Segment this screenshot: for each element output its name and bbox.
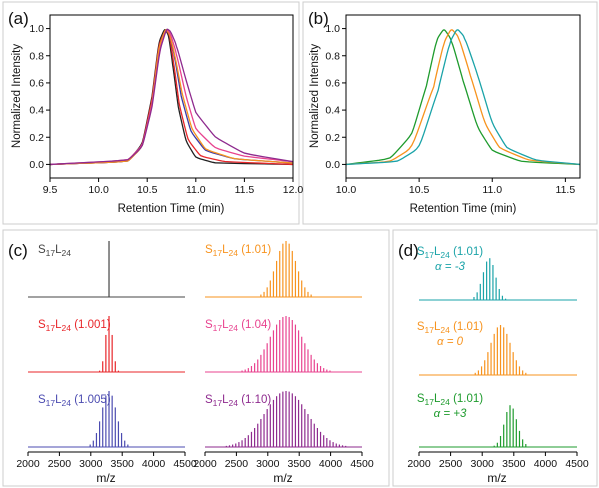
panel-a-y-axis-title: Normalized Intensity — [11, 44, 23, 148]
panel-d-alpha-label-0: α = -3 — [435, 261, 465, 273]
panel-d-alpha-label-2: α = +3 — [434, 408, 467, 420]
panel-d-series-label-2: S17L24 (1.01) — [417, 393, 483, 407]
panel-b-chart: 10.0 10.5 11.0 11.5 0.0 0.2 0.4 0.6 0.8 1.0 Reten… — [309, 14, 581, 215]
panel-a-x-tick-label-1: 10.0 — [88, 184, 109, 196]
panel-d-x-tick-label-5: 4500 — [565, 458, 589, 470]
panel-b-x-axis-title: Retention Time (min) — [410, 203, 517, 215]
panel-b-series-line-2 — [345, 29, 581, 166]
panel-b-plot-frame — [345, 14, 581, 179]
panel-b-frame — [302, 1, 598, 225]
panel-c-right-x-tick-label-1: 2500 — [225, 458, 249, 470]
panel-c-right-x-tick-label-4: 4000 — [319, 458, 343, 470]
panel-b-x-tick-label-3: 11.5 — [556, 184, 576, 196]
panel-c-x-axis-title-left: m/z — [96, 471, 115, 485]
panel-d-x-tick-label-4: 4000 — [534, 458, 558, 470]
panel-a-y-tick-label-0: 0.0 — [29, 159, 44, 171]
panel-a-series-line-5 — [49, 28, 294, 166]
panel-c-chart: S17L24 S17L24 (1.001) S17L24 (1.005) S17L24… — [16, 241, 374, 485]
panel-d-x-tick-label-1: 2500 — [439, 458, 463, 470]
panel-c-right-x-tick-label-5: 4500 — [350, 458, 374, 470]
panel-d-x-axis-title: m/z — [487, 471, 506, 485]
panel-c-right-x-tick-label-3: 3500 — [288, 458, 312, 470]
panel-b-y-tick-label-3: 0.6 — [325, 77, 340, 89]
panel-a-x-tick-label-2: 10.5 — [137, 184, 158, 196]
panel-c-series-label-3: S17L24 (1.01) — [205, 244, 271, 258]
panel-c-frame — [2, 229, 390, 487]
panel-a-x-tick-label-5: 12.0 — [283, 184, 304, 196]
panel-c-x-axis-title-right: m/z — [273, 471, 292, 485]
panel-c-letter: (c) — [8, 241, 28, 260]
panel-a-chart: 9.5 10.0 10.5 11.0 11.5 12.0 0.0 0.2 0.4 0.6 0.8 1.… — [11, 14, 304, 215]
panel-b-y-tick-label-2: 0.4 — [325, 105, 340, 117]
panel-c-left-x-tick-label-0: 2000 — [16, 458, 40, 470]
panel-c-series-label-5: S17L24 (1.10) — [205, 394, 271, 408]
panel-b-x-tick-label-0: 10.0 — [336, 184, 357, 196]
panel-a-x-tick-label-3: 11.0 — [186, 184, 206, 196]
panel-c-series-label-4: S17L24 (1.04) — [205, 319, 271, 333]
panel-a-x-axis-title: Retention Time (min) — [118, 203, 225, 215]
panel-b-y-tick-label-4: 0.8 — [325, 50, 340, 62]
panel-c-series-label-0: S17L24 — [38, 244, 71, 258]
panel-d-frame — [392, 229, 598, 487]
panel-a-y-tick-label-5: 1.0 — [29, 23, 44, 35]
panel-b-y-axis-title: Normalized Intensity — [309, 44, 321, 148]
panel-c-right-x-tick-label-0: 2000 — [193, 458, 217, 470]
panel-d-x-tick-label-2: 3000 — [471, 458, 495, 470]
panel-c-left-x-tick-label-2: 3000 — [79, 458, 103, 470]
panel-c-left-x-tick-label-3: 3500 — [111, 458, 135, 470]
panel-b-y-tick-label-5: 1.0 — [325, 23, 340, 35]
panel-b-y-tick-label-1: 0.2 — [325, 132, 340, 144]
panel-c-left-x-tick-label-4: 4000 — [142, 458, 166, 470]
panel-a-y-tick-label-1: 0.2 — [29, 132, 44, 144]
panel-c-right-x-tick-label-2: 3000 — [256, 458, 280, 470]
panel-a-y-tick-label-4: 0.8 — [29, 50, 44, 62]
panel-b-x-tick-label-2: 11.0 — [482, 184, 502, 196]
panel-a-y-tick-label-3: 0.6 — [29, 77, 44, 89]
panel-a-plot-frame — [49, 14, 294, 179]
panel-b-x-tick-label-1: 10.5 — [409, 184, 430, 196]
panel-b-letter: (b) — [308, 9, 329, 28]
panel-d-x-tick-label-3: 3500 — [502, 458, 526, 470]
panel-a-x-tick-label-4: 11.5 — [235, 184, 255, 196]
panel-a-x-tick-label-0: 9.5 — [43, 184, 58, 196]
panel-b-y-tick-label-0: 0.0 — [325, 159, 340, 171]
panel-d-x-tick-label-0: 2000 — [407, 458, 431, 470]
panel-a-frame — [2, 1, 300, 225]
panel-a-letter: (a) — [8, 9, 29, 28]
panel-c-series-label-2: S17L24 (1.005) — [38, 394, 111, 408]
panel-d-alpha-label-1: α = 0 — [437, 336, 464, 348]
panel-c-series-label-1: S17L24 (1.001) — [38, 319, 111, 333]
panel-c-left-x-tick-label-1: 2500 — [48, 458, 72, 470]
panel-d-series-label-1: S17L24 (1.01) — [417, 321, 483, 335]
panel-d-series-label-0: S17L24 (1.01) — [417, 246, 483, 260]
panel-d-letter: (d) — [398, 241, 419, 260]
panel-c-left-x-tick-label-5: 4500 — [173, 458, 197, 470]
panel-a-y-tick-label-2: 0.4 — [29, 105, 44, 117]
